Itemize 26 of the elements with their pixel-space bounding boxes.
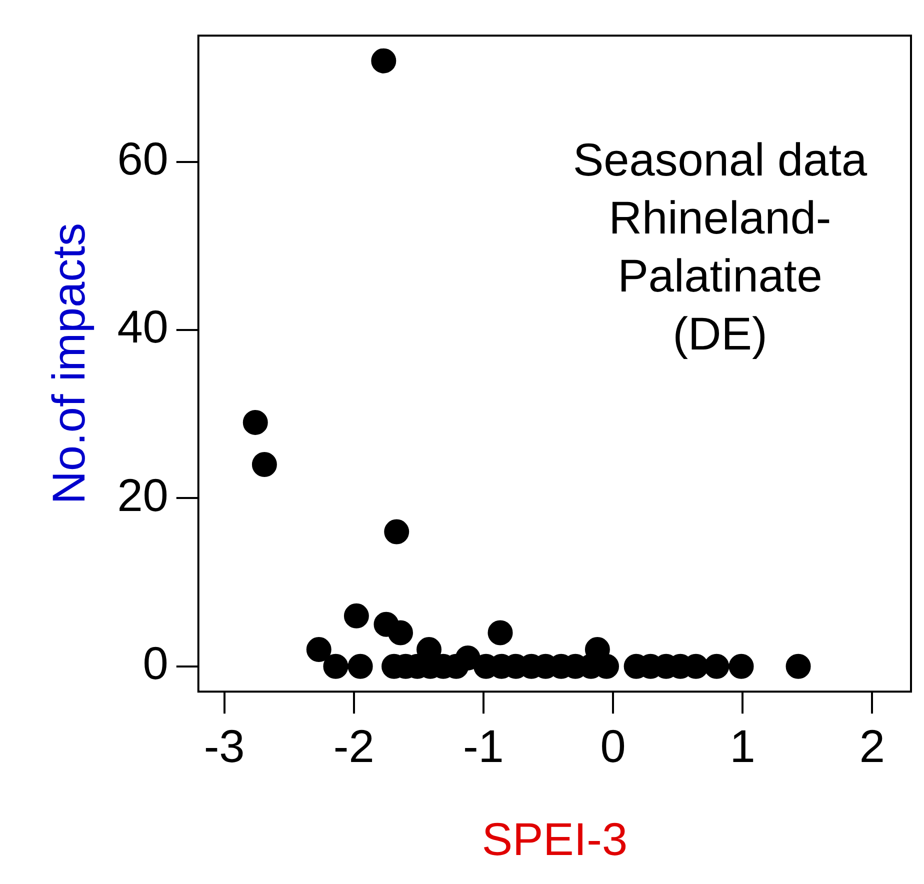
annotation: Seasonal data Rhineland- Palatinate (DE)	[572, 134, 868, 360]
y-tick-label: 60	[117, 132, 168, 184]
x-tick-label: -2	[333, 720, 374, 772]
point	[384, 519, 410, 544]
point	[348, 654, 373, 679]
point	[242, 410, 268, 435]
point	[344, 603, 369, 628]
y-axis-title: No.of impacts	[42, 222, 94, 504]
x-axis-title: SPEI-3	[482, 813, 628, 866]
point	[388, 620, 413, 646]
x-tick-label: -3	[204, 720, 245, 772]
x-tick-label: 1	[730, 720, 756, 772]
x-tick-label: 0	[600, 720, 626, 772]
point	[252, 452, 277, 478]
y-tick-label: 0	[142, 637, 168, 690]
x-tick-label: -1	[462, 720, 504, 772]
y-tick-label: 40	[117, 300, 168, 353]
point	[371, 48, 396, 74]
point	[786, 654, 811, 679]
point	[704, 654, 730, 679]
point	[728, 654, 754, 679]
point	[323, 654, 348, 679]
x-tick-label: 2	[859, 720, 885, 772]
point	[488, 620, 513, 646]
y-tick-label: 20	[117, 468, 168, 521]
point	[306, 637, 332, 662]
